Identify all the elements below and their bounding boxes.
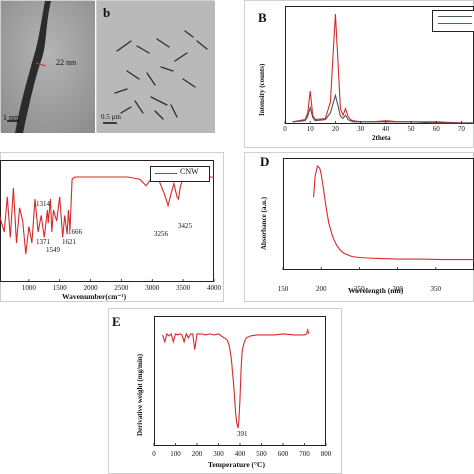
ftir-peak-annotation: 1314 — [36, 200, 51, 208]
dtg-xtick-label: 200 — [192, 450, 203, 458]
panel-b-letter: b — [103, 5, 111, 20]
ftir-peak-annotation: 1666 — [68, 228, 83, 236]
tem-image-b — [97, 1, 215, 133]
uv-xtick-label: 250 — [354, 285, 365, 293]
plot-B-legend-line-2 — [438, 23, 472, 24]
svg-text:Derivative weight (mg/min): Derivative weight (mg/min) — [136, 353, 144, 436]
uv-xtick-label: 300 — [392, 285, 403, 293]
plot-E-xlabel: Temperature (°C) — [208, 460, 265, 469]
xrd-xtick-label: 0 — [283, 125, 287, 133]
xrd-xtick-label: 30 — [357, 125, 365, 133]
dtg-xtick-label: 500 — [256, 450, 267, 458]
panel-a: 22 nm 1 nm — [0, 0, 95, 133]
plot-B-legend-line-1 — [438, 16, 472, 17]
dtg-xtick-label: 100 — [170, 450, 181, 458]
ftir-xtick-label: 1500 — [53, 284, 68, 292]
dtg-xtick-label: 0 — [152, 450, 156, 458]
ftir-peak-annotation: 1549 — [46, 246, 61, 254]
uv-xtick-label: 350 — [431, 285, 442, 293]
plot-D-xlabel: Wavelength (nm) — [348, 286, 404, 295]
panel-b-scale-label: 0.5 µm — [101, 113, 121, 121]
svg-text:Absorbance (a.u.): Absorbance (a.u.) — [260, 196, 268, 250]
uv-series-1 — [313, 164, 474, 261]
ftir-peak-annotation: 3425 — [178, 222, 193, 230]
xrd-xtick-label: 40 — [382, 125, 390, 133]
dtg-xtick-label: 600 — [278, 450, 289, 458]
dtg-xtick-label: 700 — [299, 450, 310, 458]
panel-b: b 0.5 µm — [96, 0, 215, 133]
xrd-xtick-label: 70 — [458, 125, 466, 133]
xrd-xtick-label: 20 — [332, 125, 340, 133]
dtg-xtick-label: 800 — [321, 450, 332, 458]
plot-C-xlabel: Wavenumber(cm⁻¹) — [62, 292, 127, 301]
svg-text:Intensity (counts): Intensity (counts) — [258, 63, 266, 116]
ftir-peak-annotation: 3256 — [154, 230, 169, 238]
plot-B-legend — [432, 10, 474, 32]
tem-diameter-label: 22 nm — [56, 58, 77, 67]
uv-xtick-label: 200 — [316, 285, 327, 293]
plot-E-ylabel: Derivative weight (mg/min) — [136, 353, 144, 436]
ftir-xtick-label: 3500 — [176, 284, 191, 292]
xrd-xtick-label: 50 — [408, 125, 416, 133]
panel-E-letter: E — [112, 314, 121, 329]
dtg-xtick-label: 300 — [213, 450, 224, 458]
ftir-xtick-label: 3000 — [145, 284, 160, 292]
ftir-peak-annotation: 1621 — [62, 238, 77, 246]
xrd-xtick-label: 60 — [433, 125, 441, 133]
dtg-series-1 — [162, 327, 310, 429]
panel-B-letter: B — [258, 10, 267, 25]
tem-image-a — [1, 1, 95, 133]
xrd-xtick-label: 10 — [307, 125, 315, 133]
plot-D-ylabel: Absorbance (a.u.) — [260, 196, 268, 250]
panel-D-letter: D — [260, 154, 270, 169]
plot-B-xlabel: 2theta — [372, 134, 391, 142]
ftir-xtick-label: 4000 — [207, 284, 222, 292]
ftir-xtick-label: 2000 — [84, 284, 99, 292]
plot-C-legend-line — [155, 173, 177, 174]
ftir-xtick-label: 2500 — [114, 284, 129, 292]
plot-C-legend-label: CNW — [180, 167, 199, 176]
tem-scale-label: 1 nm — [3, 113, 20, 122]
plot-B-ylabel: Intensity (counts) — [258, 63, 266, 116]
dtg-peak-annotation: 391 — [237, 430, 248, 438]
ftir-peak-annotation: 1371 — [36, 238, 51, 246]
dtg-xtick-label: 400 — [235, 450, 246, 458]
ftir-xtick-label: 1000 — [22, 284, 37, 292]
plot-C-legend — [150, 166, 210, 182]
uv-xtick-label: 150 — [278, 285, 289, 293]
